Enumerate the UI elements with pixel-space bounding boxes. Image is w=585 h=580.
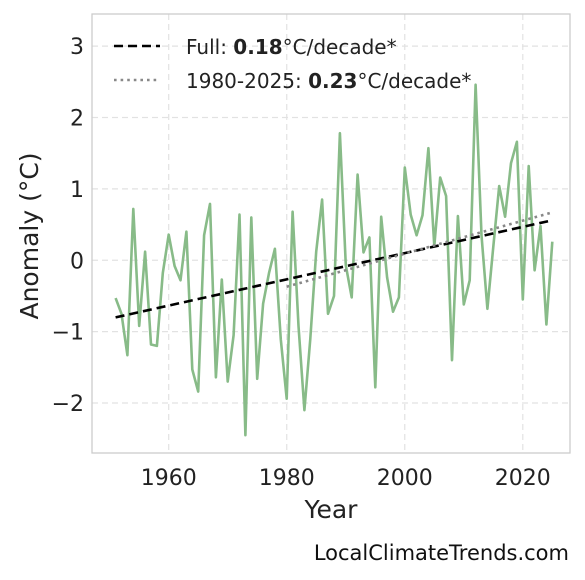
x-tick-label: 2020 — [495, 466, 551, 491]
x-tick-label: 2000 — [377, 466, 433, 491]
y-tick-label: 3 — [70, 35, 84, 60]
y-tick-label: 1 — [70, 178, 84, 203]
legend-1980-2025-prefix: 1980-2025: — [186, 69, 308, 93]
legend-full-prefix: Full: — [186, 35, 233, 59]
series-layer — [114, 83, 554, 437]
trend-line-full — [115, 219, 553, 319]
legend: Full: 0.18°C/decade* 1980-2025: 0.23°C/d… — [114, 35, 471, 93]
tick-labels: 1960 1980 2000 2020 −2 −1 0 1 2 3 — [52, 35, 551, 491]
legend-1980-2025-rate: 0.23 — [308, 69, 357, 93]
legend-entry-1980-2025: 1980-2025: 0.23°C/decade* — [186, 69, 471, 93]
legend-full-rate: 0.18 — [233, 35, 282, 59]
legend-full-suffix: °C/decade* — [283, 35, 397, 59]
x-tick-label: 1980 — [259, 466, 315, 491]
y-tick-label: −2 — [52, 392, 84, 417]
y-tick-label: 2 — [70, 107, 84, 132]
x-axis-label: Year — [304, 495, 359, 524]
y-tick-label: 0 — [70, 249, 84, 274]
watermark: LocalClimateTrends.com — [314, 541, 569, 565]
y-axis-label: Anomaly (°C) — [15, 152, 44, 319]
plot-frame — [91, 13, 571, 454]
y-tick-label: −1 — [52, 321, 84, 346]
legend-1980-2025-suffix: °C/decade* — [357, 69, 471, 93]
legend-entry-full: Full: 0.18°C/decade* — [186, 35, 397, 59]
x-tick-label: 1960 — [141, 466, 197, 491]
anomaly-series-line — [114, 83, 554, 437]
